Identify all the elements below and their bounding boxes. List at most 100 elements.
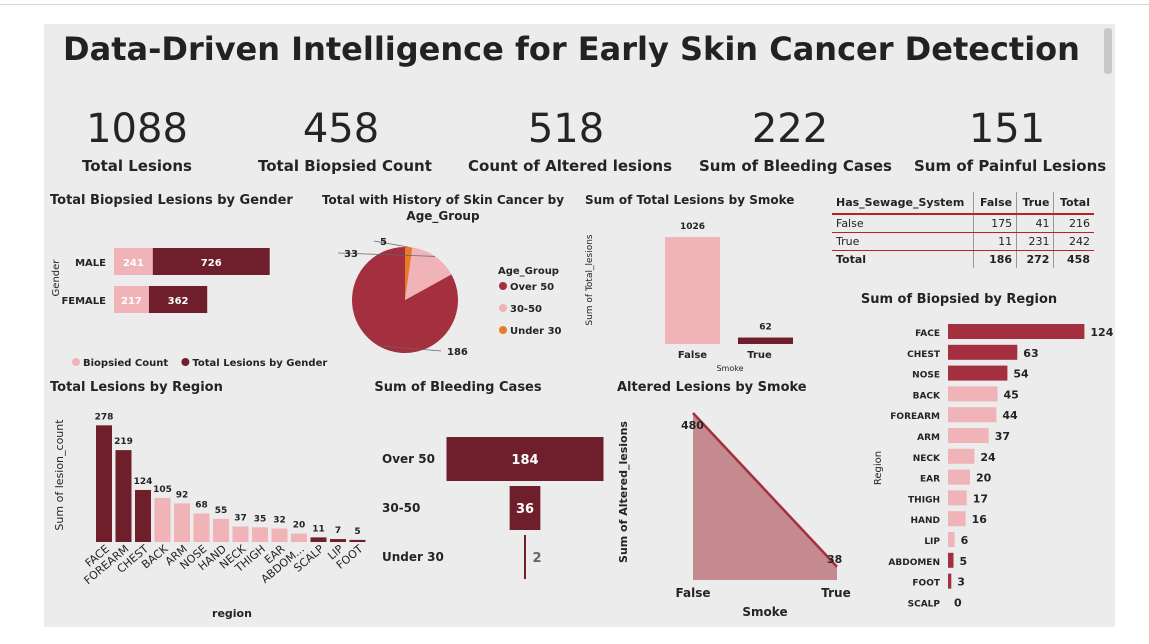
data-label: 5 [354,527,360,537]
data-label: 2 [532,551,541,566]
kpi-value: 518 [527,106,605,152]
category-label: THIGH [908,495,940,505]
data-label: 278 [95,412,114,422]
category-label: ABDOMEN [888,558,940,568]
table-cell: 175 [973,214,1017,233]
bar [948,344,1018,360]
bar [193,513,210,542]
data-label: 5 [380,237,387,248]
kpi-label: Count of Altered lesions [468,157,673,175]
top-divider [0,0,1149,5]
kpi-bleeding-cases: 222 Sum of Bleeding Cases [699,104,892,175]
dashboard-title: Data-Driven Intelligence for Early Skin … [63,30,1080,68]
category-label: SCALP [908,599,941,609]
legend-marker [181,358,190,366]
table-cell: 216 [1053,214,1094,233]
category-label: NOSE [912,371,940,381]
kpi-value: 1088 [86,106,188,152]
bar [948,511,966,527]
bar [330,539,346,542]
data-label: 7 [335,526,341,536]
scrollbar[interactable] [1104,28,1112,74]
chart-title: Total Lesions by Region [50,380,223,395]
kpi-label: Total Biopsied Count [258,157,432,175]
data-label: 124 [1090,326,1113,339]
x-axis-title: Smoke [742,605,787,619]
bar [948,324,1085,339]
bar [154,497,171,542]
legend-marker [499,282,507,290]
chart-title: Altered Lesions by Smoke [617,380,807,395]
legend-label: Under 30 [510,326,562,337]
data-label: 0 [954,596,962,609]
leader-line [373,240,409,248]
chart-title: Sum of Total Lesions by Smoke [585,193,794,207]
pie-slice [405,247,452,300]
category-label: Over 50 [382,452,435,466]
bar [948,552,954,568]
table-cell: Total [836,253,867,266]
legend-label: Biopsied Count [83,358,168,369]
bar [349,539,366,542]
category-label: 30-50 [382,501,420,515]
x-tick-label: False [676,586,711,600]
kpi-altered-lesions: 518 Count of Altered lesions [468,104,673,175]
kpi-label: Sum of Bleeding Cases [699,157,892,175]
bar [948,490,967,506]
bar [948,532,955,547]
bar [948,365,1008,381]
legend-marker [72,358,80,366]
chart-title: Sum of Bleeding Cases [374,380,542,395]
chart-title: Sum of Biopsied by Region [861,292,1057,307]
kpi-value: 458 [302,106,380,152]
matrix-header: True [1016,192,1054,215]
table-cell: True [832,232,974,251]
category-label: FOREARM [890,412,940,422]
bar [310,537,327,542]
bar [665,236,720,344]
table-cell: 231 [1016,232,1054,251]
y-axis-title: Sum of Altered_lesions [617,421,630,563]
kpi-total-biopsied: 458 Total Biopsied Count [258,104,432,175]
table-cell: 11 [973,232,1017,251]
bar [948,573,952,589]
data-label: 92 [176,490,189,500]
table-cell: False [832,214,974,233]
data-label: 5 [960,555,968,568]
kpi-total-lesions: 1088 Total Lesions [62,104,212,175]
data-label: 32 [273,516,286,526]
data-label: 184 [511,453,538,468]
bar [232,526,249,542]
table-cell: 41 [1016,214,1054,233]
table-cell: 272 [1016,250,1054,268]
data-label: 44 [1002,409,1018,422]
matrix-header[interactable]: Has_Sewage_System [832,192,974,215]
data-label: 36 [516,502,534,517]
category-label: FEMALE [61,296,106,307]
legend-label: Over 50 [510,282,554,293]
bar [135,489,151,542]
y-axis-title: Region [873,451,884,485]
matrix-header-row: Has_Sewage_System False True Total [832,192,1094,215]
table-row: Total 186 272 458 [832,250,1094,268]
data-label: 124 [134,477,153,487]
bar [252,527,268,542]
data-label: 54 [1013,368,1029,381]
funnel-bar [446,437,604,481]
data-label: 1026 [680,222,705,232]
bar [148,286,208,313]
bar [948,469,970,485]
bar [948,407,997,423]
data-label: 6 [961,534,969,547]
x-axis-title: region [212,607,252,620]
x-tick-label: True [821,586,850,600]
data-label: 38 [827,553,842,566]
chart-title: Total Biopsied Lesions by Gender [50,193,293,208]
category-label: EAR [920,475,940,485]
data-label: 37 [995,430,1010,443]
legend-title: Age_Group [498,266,559,277]
table-cell: 242 [1053,232,1094,251]
category-label: ARM [917,433,940,443]
bar [114,248,153,275]
category-label: MALE [75,258,106,269]
